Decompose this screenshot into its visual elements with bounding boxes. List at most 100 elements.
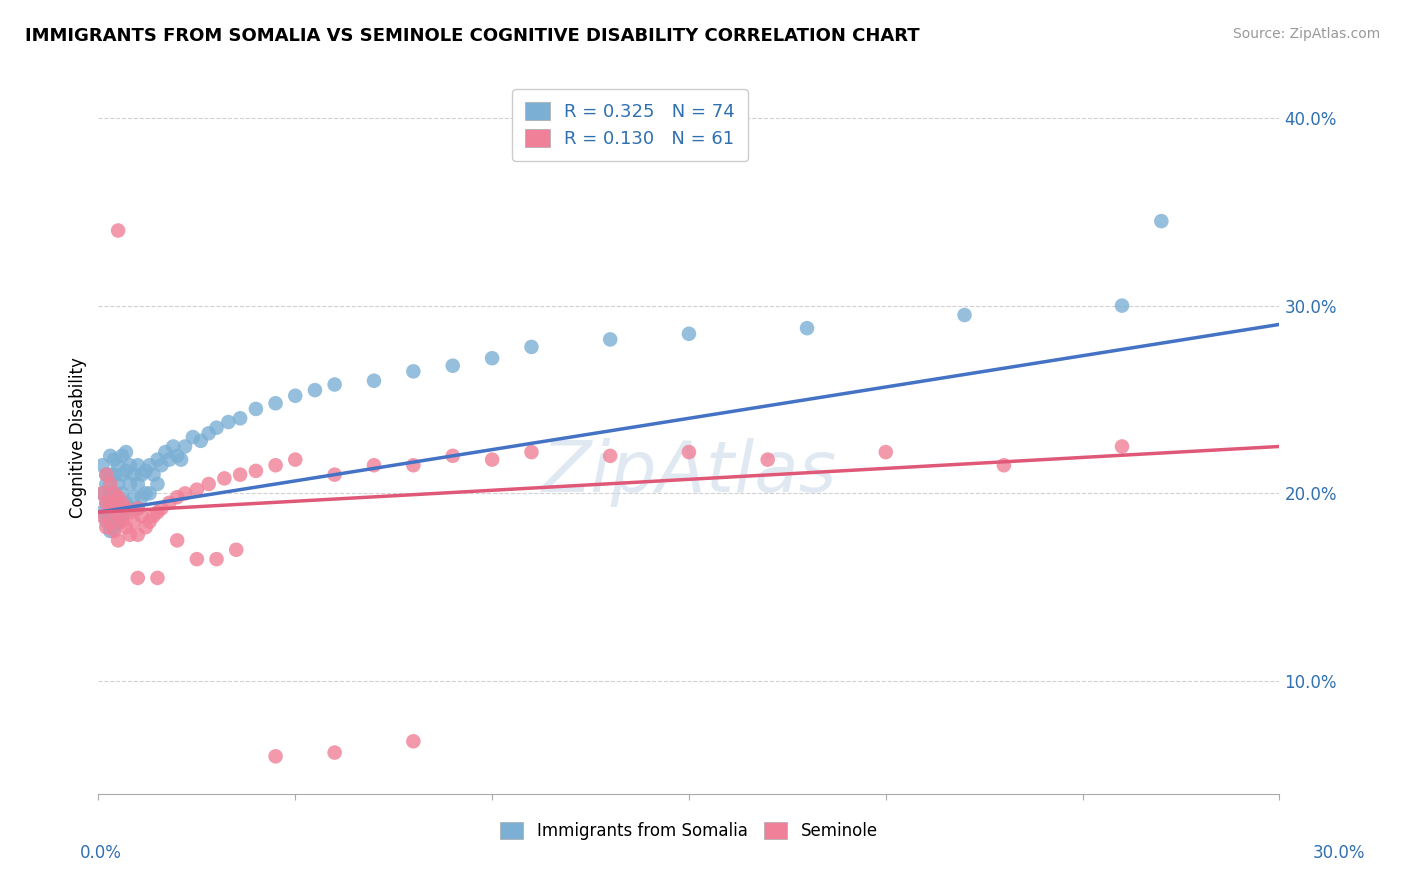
Point [96,496,118,510]
Point [96,515,118,529]
Point [96,520,118,534]
Point [122,515,145,529]
Point [103,501,125,516]
Point [138,458,160,473]
Point [186,483,208,497]
Point [150,458,173,473]
Point [323,467,346,482]
Point [1111,299,1133,313]
Point [103,486,125,500]
Point [174,440,197,454]
Text: 0.0%: 0.0% [80,844,122,862]
Point [284,452,307,467]
Point [96,477,118,491]
Point [135,464,157,478]
Point [107,508,129,523]
Point [599,333,621,347]
Point [155,445,177,459]
Point [323,746,346,760]
Point [441,449,464,463]
Point [678,326,700,341]
Point [107,223,129,237]
Text: IMMIGRANTS FROM SOMALIA VS SEMINOLE COGNITIVE DISABILITY CORRELATION CHART: IMMIGRANTS FROM SOMALIA VS SEMINOLE COGN… [25,27,920,45]
Point [107,533,129,548]
Point [197,426,219,441]
Point [103,452,125,467]
Point [217,415,239,429]
Point [131,490,153,504]
Point [1111,440,1133,454]
Point [520,445,543,459]
Point [197,477,219,491]
Point [131,508,153,523]
Point [115,464,138,478]
Point [304,383,326,397]
Point [103,524,125,538]
Point [107,477,129,491]
Point [91,486,114,500]
Point [678,445,700,459]
Point [127,571,149,585]
Point [174,486,197,500]
Point [181,430,204,444]
Point [157,452,180,467]
Point [115,501,138,516]
Point [402,734,425,748]
Point [98,496,121,510]
Point [264,396,287,410]
Point [363,374,385,388]
Point [122,490,145,504]
Point [127,477,149,491]
Text: ZipAtlas: ZipAtlas [541,438,837,508]
Point [150,501,173,516]
Point [107,490,129,504]
Point [146,571,169,585]
Point [205,420,228,434]
Point [146,477,169,491]
Point [520,340,543,354]
Point [796,321,818,335]
Point [993,458,1015,473]
Point [107,496,129,510]
Point [402,364,425,378]
Point [98,477,121,491]
Point [111,467,134,482]
Point [481,351,503,366]
Point [166,490,188,504]
Point [205,552,228,566]
Point [264,458,287,473]
Point [98,524,121,538]
Point [91,486,114,500]
Point [96,467,118,482]
Point [118,477,141,491]
Point [146,505,169,519]
Point [245,401,267,416]
Point [402,458,425,473]
Point [138,515,160,529]
Point [103,520,125,534]
Point [111,508,134,523]
Point [127,527,149,541]
Point [131,467,153,482]
Point [111,515,134,529]
Y-axis label: Cognitive Disability: Cognitive Disability [69,357,87,517]
Point [135,520,157,534]
Text: 30.0%: 30.0% [1312,844,1365,862]
Point [107,458,129,473]
Point [146,452,169,467]
Point [142,467,165,482]
Point [111,486,134,500]
Point [118,505,141,519]
Point [225,542,247,557]
Point [166,449,188,463]
Point [190,434,212,448]
Point [98,467,121,482]
Point [103,501,125,516]
Point [118,527,141,541]
Point [111,496,134,510]
Point [363,458,385,473]
Point [186,552,208,566]
Point [127,458,149,473]
Point [245,464,267,478]
Point [284,389,307,403]
